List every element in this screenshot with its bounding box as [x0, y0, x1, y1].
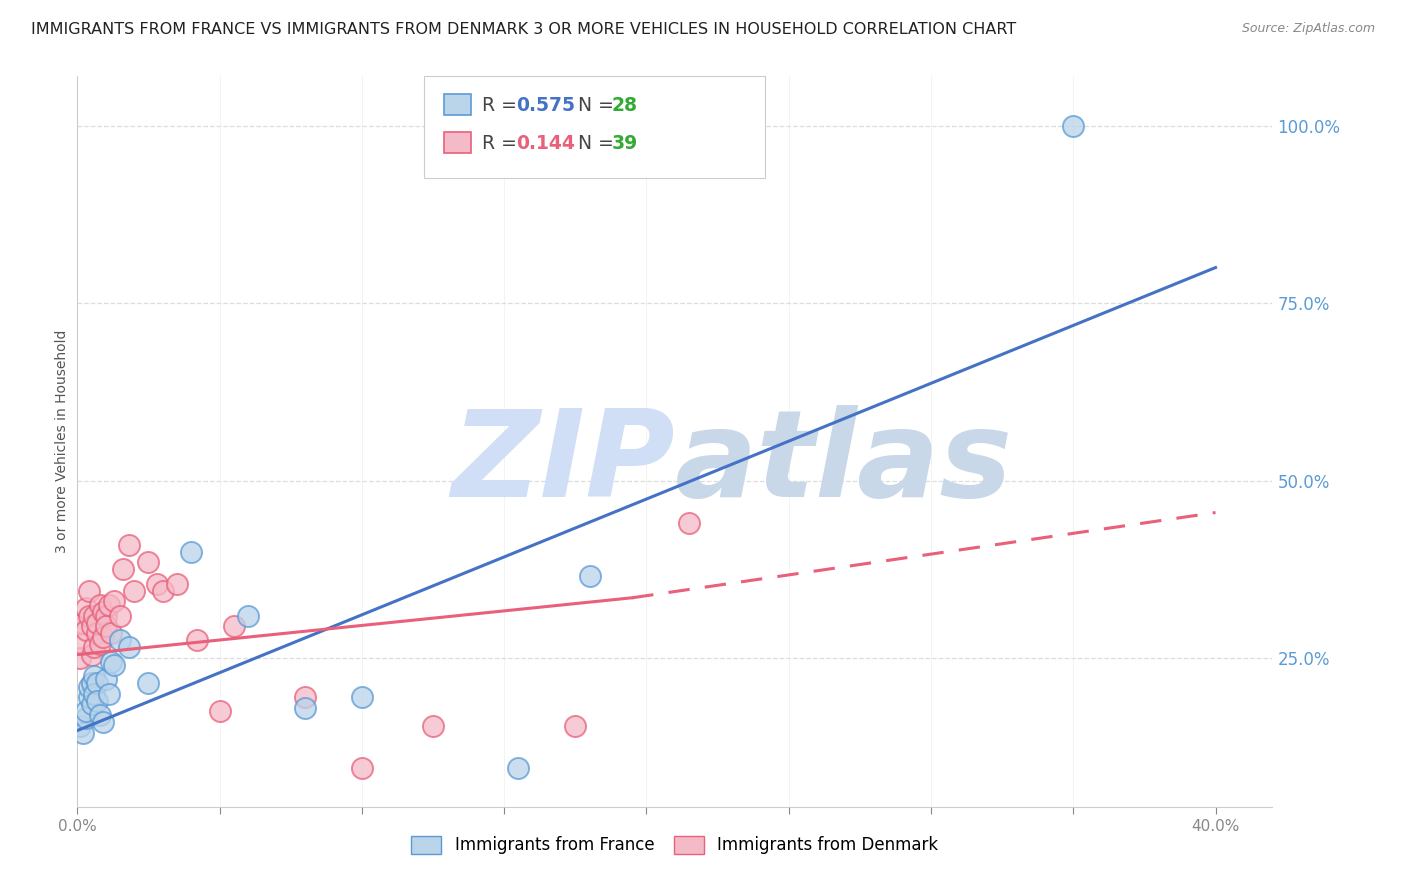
- Point: [180, 544, 202, 558]
- Point: [91, 714, 114, 729]
- Point: [97, 687, 120, 701]
- Point: [108, 633, 131, 648]
- Point: [1062, 119, 1084, 133]
- Point: [166, 576, 188, 591]
- FancyBboxPatch shape: [444, 95, 471, 114]
- Point: [578, 569, 600, 583]
- Point: [97, 598, 120, 612]
- Point: [94, 673, 117, 687]
- Point: [122, 583, 145, 598]
- Point: [294, 690, 316, 705]
- Point: [86, 615, 108, 630]
- Point: [83, 669, 105, 683]
- Point: [75, 711, 97, 725]
- Point: [146, 576, 169, 591]
- Point: [80, 676, 103, 690]
- Text: 0.575: 0.575: [516, 95, 575, 114]
- Point: [117, 537, 139, 551]
- Point: [77, 680, 100, 694]
- Text: Source: ZipAtlas.com: Source: ZipAtlas.com: [1241, 22, 1375, 36]
- Point: [80, 619, 103, 633]
- Text: R =: R =: [482, 134, 523, 153]
- Point: [69, 718, 91, 732]
- Point: [678, 516, 700, 531]
- Point: [83, 640, 105, 655]
- Text: N =: N =: [578, 95, 620, 114]
- Point: [422, 718, 444, 732]
- Point: [91, 630, 114, 644]
- Point: [91, 605, 114, 619]
- Point: [75, 705, 97, 719]
- Point: [108, 608, 131, 623]
- Point: [72, 615, 94, 630]
- Point: [152, 583, 174, 598]
- Point: [186, 633, 208, 648]
- Point: [564, 718, 586, 732]
- Point: [222, 619, 245, 633]
- Point: [75, 623, 97, 637]
- Point: [103, 594, 125, 608]
- Point: [100, 626, 122, 640]
- Point: [94, 619, 117, 633]
- Y-axis label: 3 or more Vehicles in Household: 3 or more Vehicles in Household: [55, 330, 69, 553]
- Point: [111, 562, 134, 576]
- Point: [294, 701, 316, 715]
- Text: R =: R =: [482, 95, 523, 114]
- Point: [350, 690, 373, 705]
- Point: [89, 637, 111, 651]
- Text: atlas: atlas: [675, 405, 1012, 522]
- Text: 39: 39: [612, 134, 638, 153]
- Point: [508, 761, 530, 775]
- Point: [350, 761, 373, 775]
- Point: [100, 655, 122, 669]
- FancyBboxPatch shape: [425, 76, 765, 178]
- Point: [77, 690, 100, 705]
- Point: [103, 658, 125, 673]
- Point: [80, 676, 103, 690]
- Point: [75, 601, 97, 615]
- Point: [86, 694, 108, 708]
- Point: [236, 608, 259, 623]
- Point: [80, 648, 103, 662]
- Point: [80, 698, 103, 712]
- Point: [89, 708, 111, 723]
- Point: [117, 640, 139, 655]
- Point: [94, 608, 117, 623]
- Point: [86, 676, 108, 690]
- Text: 28: 28: [612, 95, 637, 114]
- Point: [77, 608, 100, 623]
- Point: [86, 626, 108, 640]
- Point: [89, 598, 111, 612]
- Text: IMMIGRANTS FROM FRANCE VS IMMIGRANTS FROM DENMARK 3 OR MORE VEHICLES IN HOUSEHOL: IMMIGRANTS FROM FRANCE VS IMMIGRANTS FRO…: [31, 22, 1017, 37]
- FancyBboxPatch shape: [444, 132, 471, 153]
- Point: [72, 637, 94, 651]
- Point: [77, 583, 100, 598]
- Point: [72, 725, 94, 739]
- Point: [69, 651, 91, 665]
- Point: [138, 555, 160, 569]
- Point: [83, 687, 105, 701]
- Point: [83, 608, 105, 623]
- Point: [138, 676, 160, 690]
- Text: N =: N =: [578, 134, 620, 153]
- Text: ZIP: ZIP: [451, 405, 675, 522]
- Text: 0.144: 0.144: [516, 134, 575, 153]
- Legend: Immigrants from France, Immigrants from Denmark: Immigrants from France, Immigrants from …: [405, 829, 945, 861]
- Point: [208, 705, 231, 719]
